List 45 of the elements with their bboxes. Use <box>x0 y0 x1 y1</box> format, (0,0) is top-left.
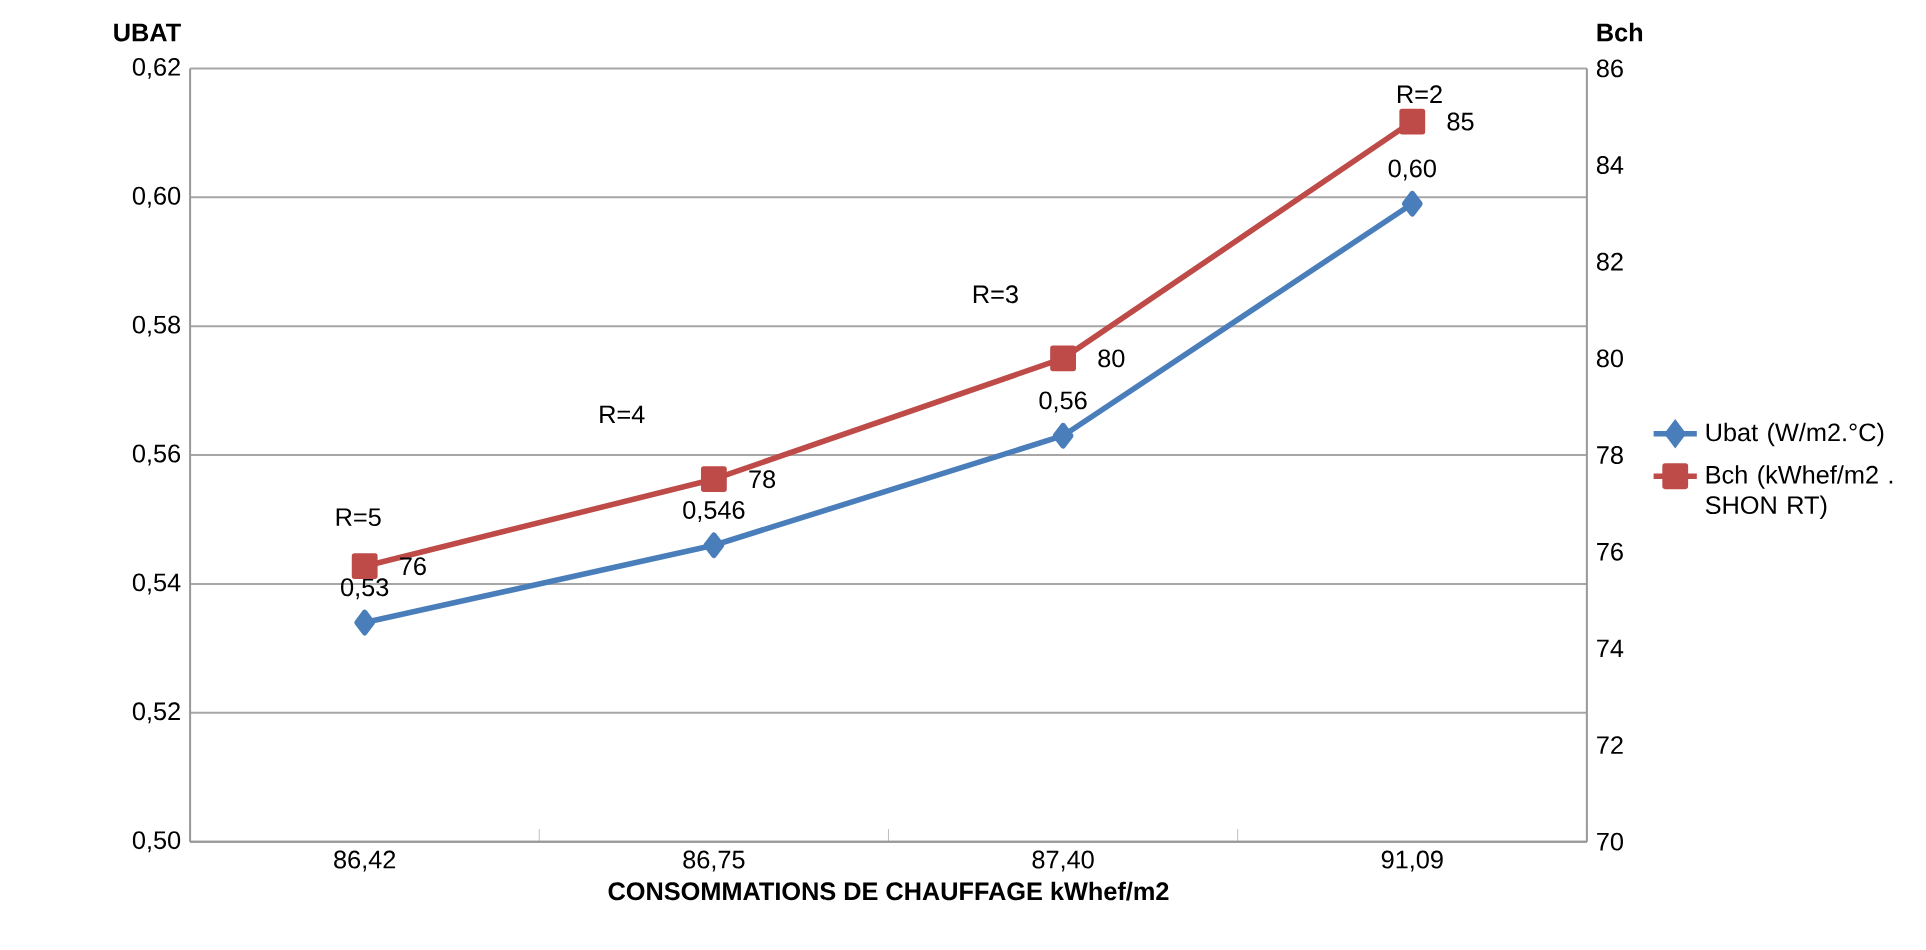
data-label: 0,53 <box>341 578 389 600</box>
y2-tick-label: 84 <box>1596 156 1624 175</box>
point <box>354 609 376 636</box>
y2-axis-title: Bch <box>1597 23 1643 42</box>
legend-label: Bch (kWhef/m2 . SHON RT) <box>1705 465 1893 520</box>
annotation: R=3 <box>973 285 1018 304</box>
point <box>1401 190 1423 217</box>
data-label: 76 <box>400 557 426 576</box>
x-tick-label: 91,09 <box>1381 850 1443 872</box>
data-label: 85 <box>1447 112 1474 131</box>
y-tick-label: 0,56 <box>132 444 181 466</box>
annotation: R=2 <box>1397 85 1442 104</box>
y-tick-label: 0,50 <box>132 831 181 853</box>
data-label: 0,56 <box>1039 391 1087 413</box>
x-axis-title: CONSOMMATIONS DE CHAUFFAGE kWhef/m2 <box>608 881 1169 901</box>
y-axis-title: UBAT <box>114 23 181 42</box>
y-tick-label: 0,54 <box>132 573 181 595</box>
y-tick-label: 0,60 <box>132 186 181 208</box>
x-tick-label: 87,40 <box>1032 850 1094 872</box>
point <box>351 553 378 580</box>
data-label: 0,546 <box>683 501 745 523</box>
y-tick-label: 0,52 <box>132 702 180 724</box>
y2-tick-label: 72 <box>1597 736 1623 754</box>
point <box>1052 422 1074 449</box>
x-tick-label: 86,75 <box>683 850 745 872</box>
y2-tick-label: 78 <box>1597 446 1623 465</box>
y2-tick-label: 80 <box>1596 349 1623 368</box>
point <box>1050 345 1076 372</box>
y2-tick-label: 70 <box>1597 832 1623 851</box>
y-tick-label: 0,58 <box>132 315 181 337</box>
annotation: R=5 <box>336 508 381 527</box>
x-tick-label: 86,42 <box>334 850 396 872</box>
data-label: 0,60 <box>1388 159 1436 181</box>
data-label: 80 <box>1098 349 1125 368</box>
y2-tick-label: 82 <box>1596 252 1623 271</box>
y-tick-label: 0,62 <box>132 58 180 80</box>
point <box>703 532 725 559</box>
data-label: 78 <box>749 470 776 489</box>
y2-tick-label: 76 <box>1597 542 1623 561</box>
point <box>1399 108 1426 135</box>
annotation: R=4 <box>600 405 645 424</box>
y2-tick-label: 86 <box>1596 59 1623 78</box>
point <box>700 466 727 493</box>
y2-tick-label: 74 <box>1597 639 1624 658</box>
legend-label: Ubat (W/m2.°C) <box>1706 422 1884 447</box>
